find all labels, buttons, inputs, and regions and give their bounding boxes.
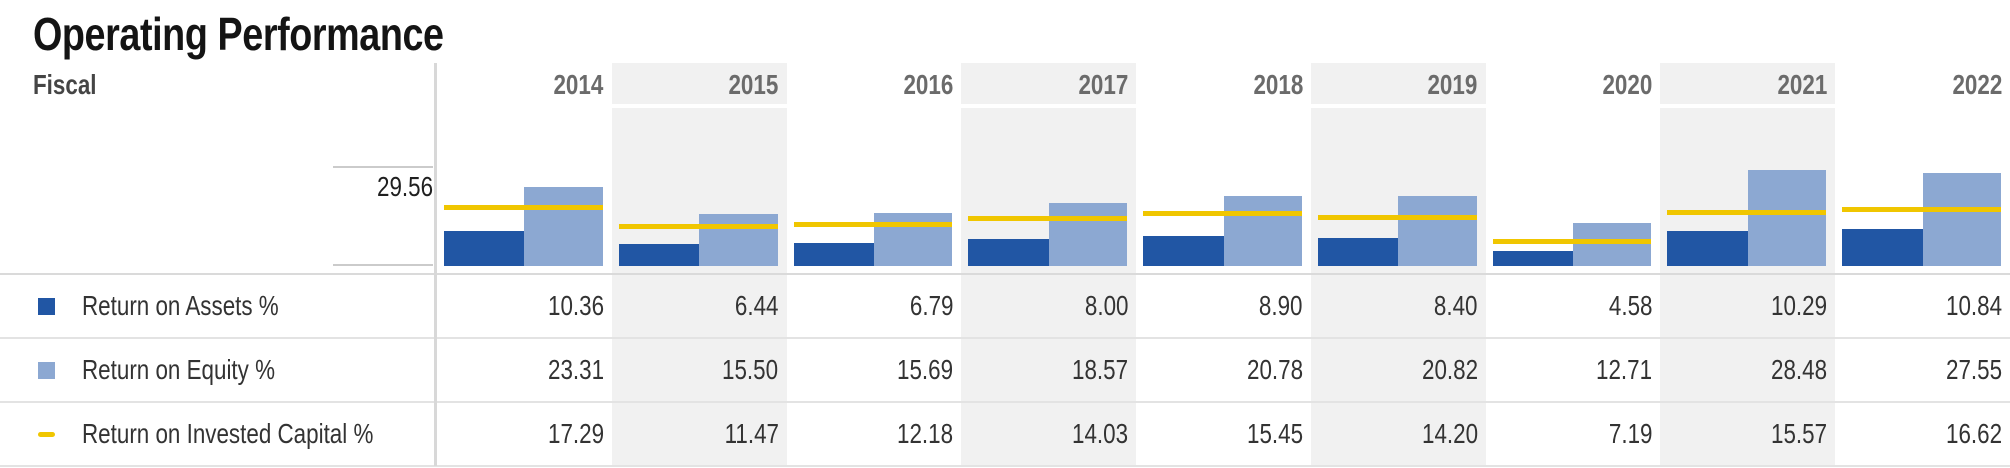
- roic-line-segment: [1842, 207, 2002, 212]
- roe-value-2014: 23.31: [547, 354, 604, 385]
- table-row-return-on-invested-capital: Return on Invested Capital % 17.29 11.47…: [0, 403, 2010, 467]
- row-label: Return on Assets %: [82, 290, 279, 321]
- roic-value-2019: 14.20: [1310, 403, 1486, 465]
- roa-value-2019: 8.40: [1310, 275, 1486, 337]
- roe-bar: [1223, 196, 1302, 266]
- legend-return-on-invested-capital: Return on Invested Capital %: [0, 403, 437, 465]
- chart-cell-2015: [611, 108, 787, 273]
- roa-bar: [1842, 229, 1923, 266]
- year-header-2020: 2020: [1602, 69, 1653, 100]
- chart-cell-2022: [1835, 108, 2010, 273]
- legend-return-on-assets: Return on Assets %: [0, 275, 437, 337]
- roa-value-2022: 10.84: [1945, 290, 2003, 321]
- roa-bar: [793, 243, 874, 266]
- y-axis-area: 29.56: [0, 108, 437, 273]
- roic-value-2020: 7.19: [1608, 418, 1653, 449]
- chart-cell-2020: [1486, 108, 1661, 273]
- roic-line-segment: [793, 222, 953, 227]
- axis-max-label: 29.56: [376, 171, 433, 202]
- row-label: Return on Equity %: [82, 354, 275, 385]
- roe-value-2015: 15.50: [611, 339, 787, 401]
- roic-line-segment: [1317, 215, 1477, 220]
- year-header-2014: 2014: [553, 69, 604, 100]
- row-label: Return on Invested Capital %: [82, 418, 374, 449]
- chart-row: 29.56: [0, 108, 2010, 275]
- fiscal-year-header-row: Fiscal 2014 2015 2016 2017 2018 2019 202…: [0, 63, 2010, 104]
- roe-value-2017: 18.57: [961, 339, 1137, 401]
- roa-bar: [1317, 238, 1399, 266]
- roa-value-2021: 10.29: [1660, 275, 1836, 337]
- roe-value-2020: 12.71: [1596, 354, 1653, 385]
- roa-bar: [1143, 236, 1224, 266]
- roe-bar: [1048, 203, 1128, 266]
- roe-bar: [699, 214, 778, 266]
- year-header-2016: 2016: [903, 69, 954, 100]
- table-row-return-on-equity: Return on Equity % 23.31 15.50 15.69 18.…: [0, 339, 2010, 403]
- roic-line-segment: [1143, 211, 1302, 216]
- roe-value-2021: 28.48: [1660, 339, 1836, 401]
- roa-value-2014: 10.36: [547, 290, 604, 321]
- chart-cell-2021: [1660, 108, 1836, 273]
- roa-bar: [968, 239, 1049, 266]
- roic-value-2022: 16.62: [1945, 418, 2003, 449]
- year-header-2022: 2022: [1952, 69, 2003, 100]
- roe-value-2016: 15.69: [897, 354, 954, 385]
- roe-swatch-icon: [38, 361, 55, 379]
- roe-bar: [1747, 170, 1827, 266]
- year-header-2021: 2021: [1660, 63, 1836, 104]
- fiscal-header-cell: Fiscal: [0, 63, 437, 104]
- roa-bar: [618, 244, 700, 266]
- title-band: Operating Performance: [0, 0, 2010, 63]
- chart-cell-2019: [1310, 108, 1486, 273]
- roic-line-segment: [1667, 210, 1827, 215]
- roa-bar: [1667, 231, 1748, 266]
- roa-bar: [1492, 251, 1574, 266]
- roe-bar: [524, 187, 603, 266]
- roic-value-2021: 15.57: [1660, 403, 1836, 465]
- roic-line-segment: [618, 224, 778, 229]
- roe-bar: [1398, 196, 1477, 266]
- axis-divider-line: [434, 63, 437, 466]
- roic-swatch-icon: [38, 431, 55, 437]
- roic-value-2015: 11.47: [611, 403, 787, 465]
- chart-cell-2017: [961, 108, 1137, 273]
- roe-bar: [1922, 173, 2002, 266]
- chart-cell-2016: [787, 108, 962, 273]
- fiscal-label: Fiscal: [33, 69, 97, 100]
- roe-value-2019: 20.82: [1310, 339, 1486, 401]
- year-header-2018: 2018: [1253, 69, 1303, 100]
- roa-value-2018: 8.90: [1259, 290, 1303, 321]
- table-row-return-on-assets: Return on Assets % 10.36 6.44 6.79 8.00 …: [0, 275, 2010, 339]
- roic-value-2016: 12.18: [897, 418, 954, 449]
- roe-bar: [1573, 223, 1652, 266]
- roic-line-segment: [968, 216, 1128, 221]
- roa-value-2020: 4.58: [1608, 290, 1653, 321]
- roic-line-segment: [444, 205, 603, 210]
- roic-line-segment: [1492, 239, 1652, 244]
- chart-cell-2018: [1136, 108, 1311, 273]
- roe-value-2022: 27.55: [1945, 354, 2003, 385]
- year-header-2017: 2017: [961, 63, 1137, 104]
- legend-return-on-equity: Return on Equity %: [0, 339, 437, 401]
- year-header-2015: 2015: [611, 63, 787, 104]
- chart-cell-2014: [437, 108, 612, 273]
- year-header-2019: 2019: [1310, 63, 1486, 104]
- roe-value-2018: 20.78: [1246, 354, 1303, 385]
- roa-swatch-icon: [38, 297, 55, 315]
- roic-value-2017: 14.03: [961, 403, 1137, 465]
- roa-value-2017: 8.00: [961, 275, 1137, 337]
- roa-bar: [444, 231, 525, 266]
- page-title: Operating Performance: [33, 8, 444, 60]
- roe-bar: [873, 213, 953, 266]
- roic-value-2018: 15.45: [1246, 418, 1303, 449]
- axis-zero-tickline: [333, 264, 433, 266]
- roa-value-2016: 6.79: [909, 290, 954, 321]
- axis-max-tickline: [333, 166, 433, 168]
- roa-value-2015: 6.44: [611, 275, 787, 337]
- roic-value-2014: 17.29: [547, 418, 604, 449]
